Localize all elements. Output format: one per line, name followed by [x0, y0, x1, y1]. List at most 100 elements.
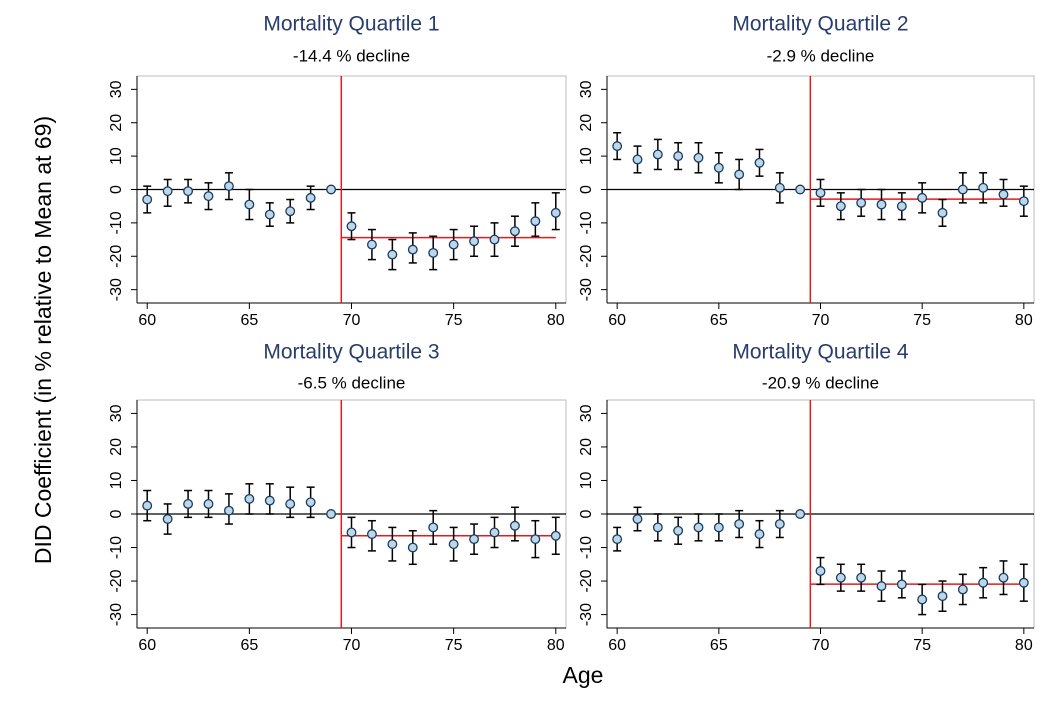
- x-tick-label: 60: [608, 312, 626, 329]
- y-tick-label: 30: [578, 404, 595, 422]
- point: [754, 529, 765, 540]
- point: [326, 509, 337, 519]
- point: [203, 191, 214, 202]
- panel-subtitle: -14.4 % decline: [293, 46, 410, 65]
- point: [489, 234, 500, 245]
- x-tick-label: 60: [138, 312, 156, 329]
- x-tick-label: 60: [138, 637, 156, 654]
- y-tick-label: 10: [108, 471, 125, 489]
- x-tick-label: 70: [343, 312, 361, 329]
- y-tick-label: 0: [108, 509, 125, 518]
- point: [244, 493, 255, 504]
- x-tick-label: 80: [547, 312, 565, 329]
- point: [305, 192, 316, 203]
- point: [795, 184, 806, 195]
- y-tick-label: -30: [108, 278, 125, 301]
- point: [978, 577, 989, 588]
- x-tick-label: 80: [1015, 312, 1033, 329]
- point: [407, 244, 418, 255]
- point: [835, 201, 846, 212]
- point: [530, 216, 541, 227]
- point: [469, 534, 480, 545]
- point: [469, 236, 480, 247]
- point: [305, 497, 316, 508]
- x-axis-label: Age: [563, 662, 604, 688]
- point: [428, 522, 439, 533]
- point: [876, 581, 887, 592]
- panel-subtitle: -6.5 % decline: [298, 373, 406, 392]
- point: [632, 154, 643, 165]
- x-tick-label: 70: [343, 637, 361, 654]
- point: [815, 566, 826, 576]
- point: [1018, 577, 1029, 588]
- point: [612, 534, 623, 545]
- y-tick-label: 30: [108, 404, 125, 422]
- y-tick-label: 0: [578, 185, 595, 194]
- y-tick-label: -20: [578, 569, 595, 592]
- y-tick-label: -30: [108, 603, 125, 626]
- point: [326, 184, 337, 195]
- point: [387, 249, 398, 260]
- point: [774, 519, 785, 530]
- point: [366, 239, 377, 250]
- point: [856, 572, 867, 583]
- point: [835, 572, 846, 583]
- point: [264, 495, 275, 506]
- point: [632, 514, 643, 524]
- panel-title: Mortality Quartile 1: [263, 13, 439, 36]
- y-tick-label: -10: [108, 536, 125, 559]
- point: [203, 498, 214, 509]
- x-tick-label: 80: [547, 637, 565, 654]
- panel-title: Mortality Quartile 3: [263, 341, 439, 364]
- point: [937, 591, 948, 602]
- point: [387, 539, 398, 550]
- point: [346, 527, 357, 538]
- point: [896, 579, 907, 590]
- point: [550, 207, 561, 218]
- y-tick-label: 10: [578, 471, 595, 489]
- point: [448, 539, 459, 550]
- point: [652, 149, 663, 160]
- point: [693, 152, 704, 163]
- y-tick-label: 0: [108, 185, 125, 194]
- point: [509, 520, 520, 531]
- point: [673, 151, 684, 162]
- point: [815, 187, 826, 198]
- point: [162, 514, 173, 524]
- point: [428, 247, 439, 258]
- y-tick-label: 20: [108, 114, 125, 132]
- point: [530, 534, 541, 545]
- point: [978, 182, 989, 193]
- x-tick-label: 65: [240, 637, 258, 654]
- point: [612, 141, 623, 152]
- y-tick-label: 20: [108, 438, 125, 456]
- point: [142, 500, 153, 511]
- x-tick-label: 75: [913, 312, 931, 329]
- point: [285, 206, 296, 217]
- point: [713, 162, 724, 173]
- y-tick-label: -10: [578, 536, 595, 559]
- point: [957, 184, 968, 195]
- point: [957, 584, 968, 595]
- point: [713, 522, 724, 533]
- x-tick-label: 80: [1015, 637, 1033, 654]
- point: [448, 239, 459, 250]
- point: [693, 522, 704, 533]
- point: [509, 226, 520, 237]
- point: [774, 182, 785, 193]
- y-tick-label: 30: [578, 80, 595, 98]
- y-tick-label: -30: [578, 278, 595, 301]
- point: [998, 572, 1009, 583]
- point: [673, 525, 684, 536]
- point: [734, 519, 745, 530]
- point: [162, 186, 173, 197]
- x-tick-label: 70: [812, 312, 830, 329]
- x-tick-label: 75: [913, 637, 931, 654]
- point: [917, 594, 928, 605]
- point: [734, 169, 745, 180]
- point: [876, 199, 887, 210]
- point: [1018, 196, 1029, 207]
- panel-title: Mortality Quartile 4: [732, 341, 909, 364]
- point: [998, 189, 1009, 200]
- point: [896, 201, 907, 212]
